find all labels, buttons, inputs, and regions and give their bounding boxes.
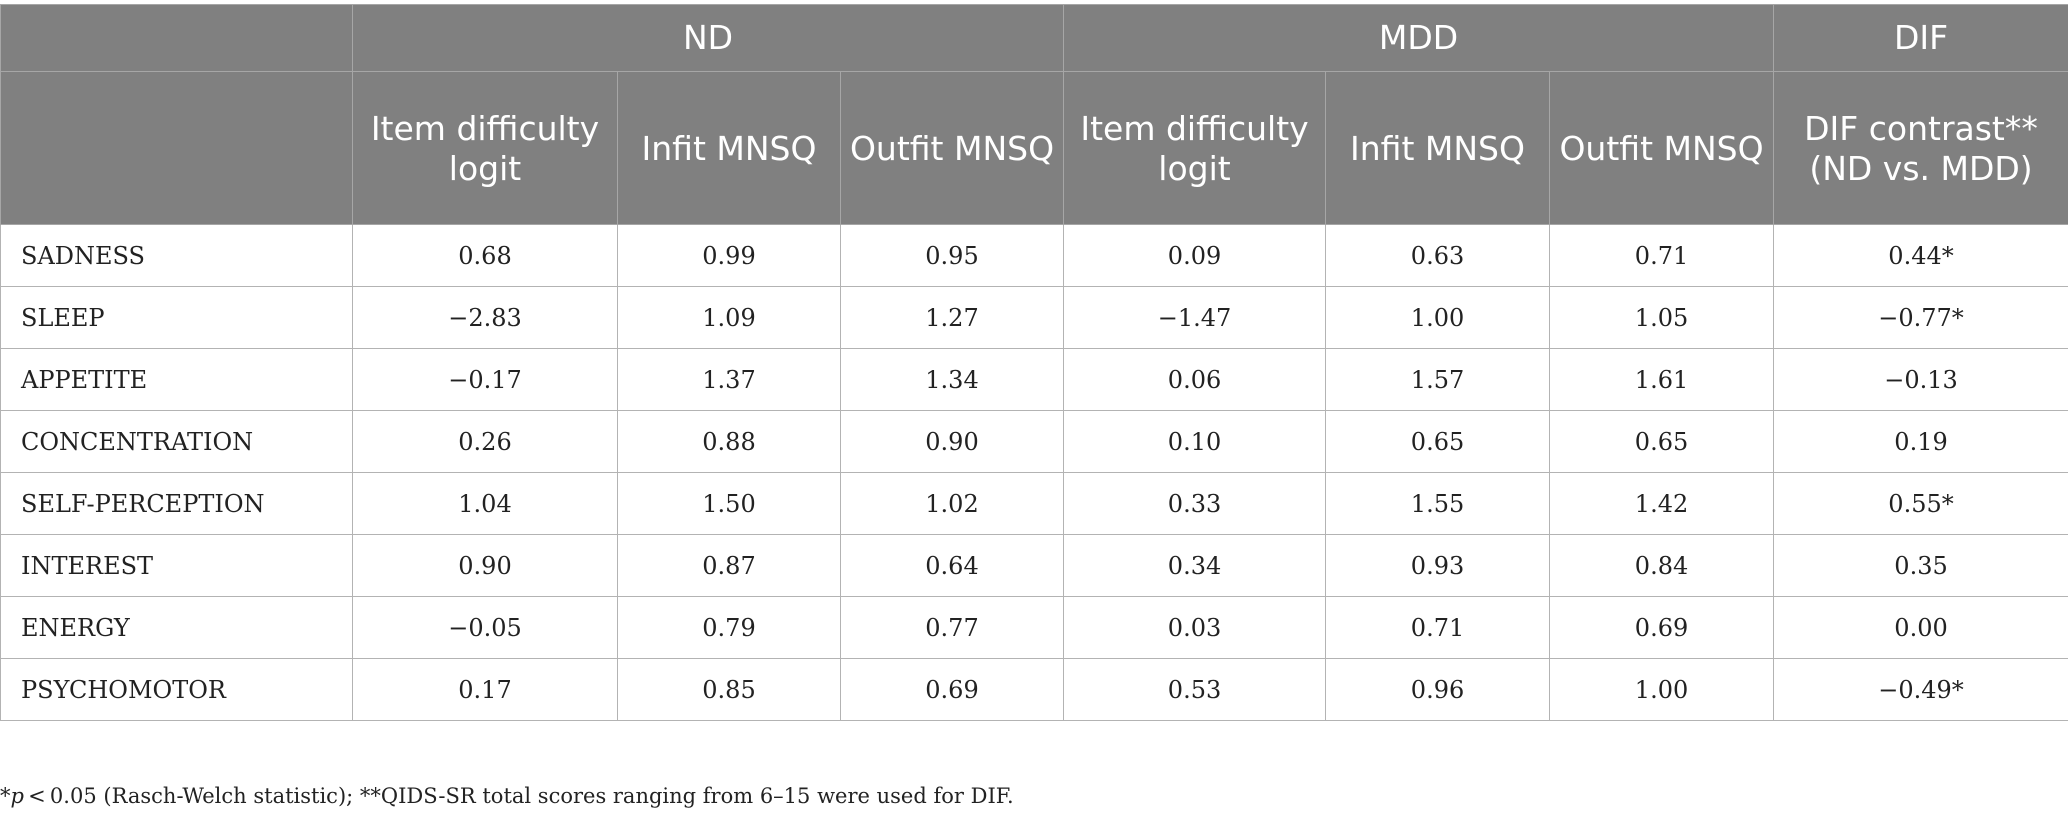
cell-mdd-difficulty: 0.09 bbox=[1063, 224, 1327, 287]
cell-nd-difficulty: 0.26 bbox=[352, 410, 618, 473]
cell-mdd-outfit: 1.42 bbox=[1549, 472, 1775, 535]
cell-nd-infit: 1.37 bbox=[617, 348, 841, 411]
sub-header-nd-infit: Infit MNSQ bbox=[617, 71, 841, 225]
cell-item-name: PSYCHOMOTOR bbox=[0, 658, 353, 721]
cell-nd-outfit: 1.02 bbox=[839, 472, 1065, 535]
sub-header-nd-item-difficulty: Item difficulty logit bbox=[352, 71, 618, 225]
cell-mdd-outfit: 1.61 bbox=[1549, 348, 1775, 411]
cell-nd-outfit: 0.95 bbox=[839, 224, 1065, 287]
cell-mdd-difficulty: 0.06 bbox=[1063, 348, 1327, 411]
cell-mdd-outfit: 0.71 bbox=[1549, 224, 1775, 287]
cell-nd-outfit: 1.27 bbox=[839, 286, 1065, 349]
cell-item-name: SLEEP bbox=[0, 286, 353, 349]
table-footnote: *p < 0.05 (Rasch-Welch statistic); **QID… bbox=[0, 784, 1014, 808]
cell-mdd-infit: 0.63 bbox=[1325, 224, 1551, 287]
rasch-results-table: ND MDD DIF Item difficulty logit Infit MN… bbox=[0, 4, 2068, 721]
sub-header-nd-outfit: Outfit MNSQ bbox=[839, 71, 1065, 225]
cell-nd-outfit: 0.77 bbox=[839, 596, 1065, 659]
cell-nd-difficulty: 0.17 bbox=[352, 658, 618, 721]
table-row: SADNESS 0.68 0.99 0.95 0.09 0.63 0.71 0.44* bbox=[0, 224, 2068, 287]
cell-nd-difficulty: −0.05 bbox=[352, 596, 618, 659]
sub-header-mdd-outfit: Outfit MNSQ bbox=[1549, 71, 1775, 225]
cell-mdd-difficulty: 0.03 bbox=[1063, 596, 1327, 659]
cell-nd-outfit: 0.64 bbox=[839, 534, 1065, 597]
cell-mdd-difficulty: 0.53 bbox=[1063, 658, 1327, 721]
cell-dif-contrast: −0.77* bbox=[1773, 286, 2068, 349]
cell-mdd-outfit: 0.69 bbox=[1549, 596, 1775, 659]
table-row: CONCENTRATION 0.26 0.88 0.90 0.10 0.65 0.65 0.1… bbox=[0, 410, 2068, 473]
cell-mdd-difficulty: −1.47 bbox=[1063, 286, 1327, 349]
cell-nd-difficulty: 0.68 bbox=[352, 224, 618, 287]
cell-nd-difficulty: 0.90 bbox=[352, 534, 618, 597]
cell-item-name: INTEREST bbox=[0, 534, 353, 597]
cell-nd-outfit: 0.69 bbox=[839, 658, 1065, 721]
cell-nd-infit: 0.79 bbox=[617, 596, 841, 659]
table-row: INTEREST 0.90 0.87 0.64 0.34 0.93 0.84 0.35 bbox=[0, 534, 2068, 597]
cell-dif-contrast: 0.00 bbox=[1773, 596, 2068, 659]
table-row: SLEEP −2.83 1.09 1.27 −1.47 1.00 1.05 −0.77* bbox=[0, 286, 2068, 349]
cell-item-name: SELF-PERCEPTION bbox=[0, 472, 353, 535]
cell-mdd-outfit: 1.05 bbox=[1549, 286, 1775, 349]
cell-mdd-difficulty: 0.34 bbox=[1063, 534, 1327, 597]
cell-mdd-infit: 1.57 bbox=[1325, 348, 1551, 411]
cell-mdd-infit: 0.96 bbox=[1325, 658, 1551, 721]
cell-dif-contrast: 0.35 bbox=[1773, 534, 2068, 597]
cell-item-name: CONCENTRATION bbox=[0, 410, 353, 473]
cell-item-name: ENERGY bbox=[0, 596, 353, 659]
cell-item-name: SADNESS bbox=[0, 224, 353, 287]
cell-nd-difficulty: −2.83 bbox=[352, 286, 618, 349]
cell-mdd-difficulty: 0.33 bbox=[1063, 472, 1327, 535]
footnote-text: < 0.05 (Rasch-Welch statistic); **QIDS-S… bbox=[23, 784, 1014, 808]
group-header-dif: DIF bbox=[1773, 4, 2068, 72]
cell-nd-difficulty: −0.17 bbox=[352, 348, 618, 411]
group-header-mdd: MDD bbox=[1063, 4, 1775, 72]
cell-nd-infit: 1.50 bbox=[617, 472, 841, 535]
cell-nd-outfit: 1.34 bbox=[839, 348, 1065, 411]
cell-mdd-outfit: 0.84 bbox=[1549, 534, 1775, 597]
cell-nd-difficulty: 1.04 bbox=[352, 472, 618, 535]
cell-nd-infit: 0.85 bbox=[617, 658, 841, 721]
sub-header-mdd-item-difficulty: Item difficulty logit bbox=[1063, 71, 1327, 225]
cell-dif-contrast: 0.44* bbox=[1773, 224, 2068, 287]
sub-header-dif-contrast: DIF contrast** (ND vs. MDD) bbox=[1773, 71, 2068, 225]
cell-nd-outfit: 0.90 bbox=[839, 410, 1065, 473]
footnote-star: * bbox=[0, 784, 11, 808]
footnote-p-symbol: p bbox=[10, 784, 24, 808]
table-row: PSYCHOMOTOR 0.17 0.85 0.69 0.53 0.96 1.00 −0.49… bbox=[0, 658, 2068, 721]
table-header: ND MDD DIF Item difficulty logit Infit MN… bbox=[0, 4, 2068, 225]
group-header-nd: ND bbox=[351, 4, 1065, 72]
cell-item-name: APPETITE bbox=[0, 348, 353, 411]
cell-mdd-infit: 0.65 bbox=[1325, 410, 1551, 473]
cell-mdd-infit: 0.71 bbox=[1325, 596, 1551, 659]
cell-dif-contrast: −0.49* bbox=[1773, 658, 2068, 721]
cell-nd-infit: 1.09 bbox=[617, 286, 841, 349]
cell-mdd-infit: 1.00 bbox=[1325, 286, 1551, 349]
cell-dif-contrast: −0.13 bbox=[1773, 348, 2068, 411]
table-row: APPETITE −0.17 1.37 1.34 0.06 1.57 1.61 −0.13 bbox=[0, 348, 2068, 411]
results-table-container: ND MDD DIF Item difficulty logit Infit MN… bbox=[0, 4, 2068, 721]
cell-mdd-outfit: 1.00 bbox=[1549, 658, 1775, 721]
cell-nd-infit: 0.99 bbox=[617, 224, 841, 287]
table-row: ENERGY −0.05 0.79 0.77 0.03 0.71 0.69 0.00 bbox=[0, 596, 2068, 659]
cell-mdd-outfit: 0.65 bbox=[1549, 410, 1775, 473]
group-header-row: ND MDD DIF bbox=[0, 4, 2068, 72]
table-row: SELF-PERCEPTION 1.04 1.50 1.02 0.33 1.55 1.42 0… bbox=[0, 472, 2068, 535]
cell-mdd-difficulty: 0.10 bbox=[1063, 410, 1327, 473]
sub-header-blank bbox=[0, 71, 353, 225]
table-body: SADNESS 0.68 0.99 0.95 0.09 0.63 0.71 0.44* SLEE… bbox=[0, 224, 2068, 721]
cell-dif-contrast: 0.19 bbox=[1773, 410, 2068, 473]
sub-header-mdd-infit: Infit MNSQ bbox=[1325, 71, 1551, 225]
cell-dif-contrast: 0.55* bbox=[1773, 472, 2068, 535]
group-header-blank bbox=[0, 4, 353, 72]
cell-mdd-infit: 1.55 bbox=[1325, 472, 1551, 535]
cell-nd-infit: 0.87 bbox=[617, 534, 841, 597]
cell-mdd-infit: 0.93 bbox=[1325, 534, 1551, 597]
sub-header-row: Item difficulty logit Infit MNSQ Outfit MN… bbox=[0, 71, 2068, 225]
cell-nd-infit: 0.88 bbox=[617, 410, 841, 473]
